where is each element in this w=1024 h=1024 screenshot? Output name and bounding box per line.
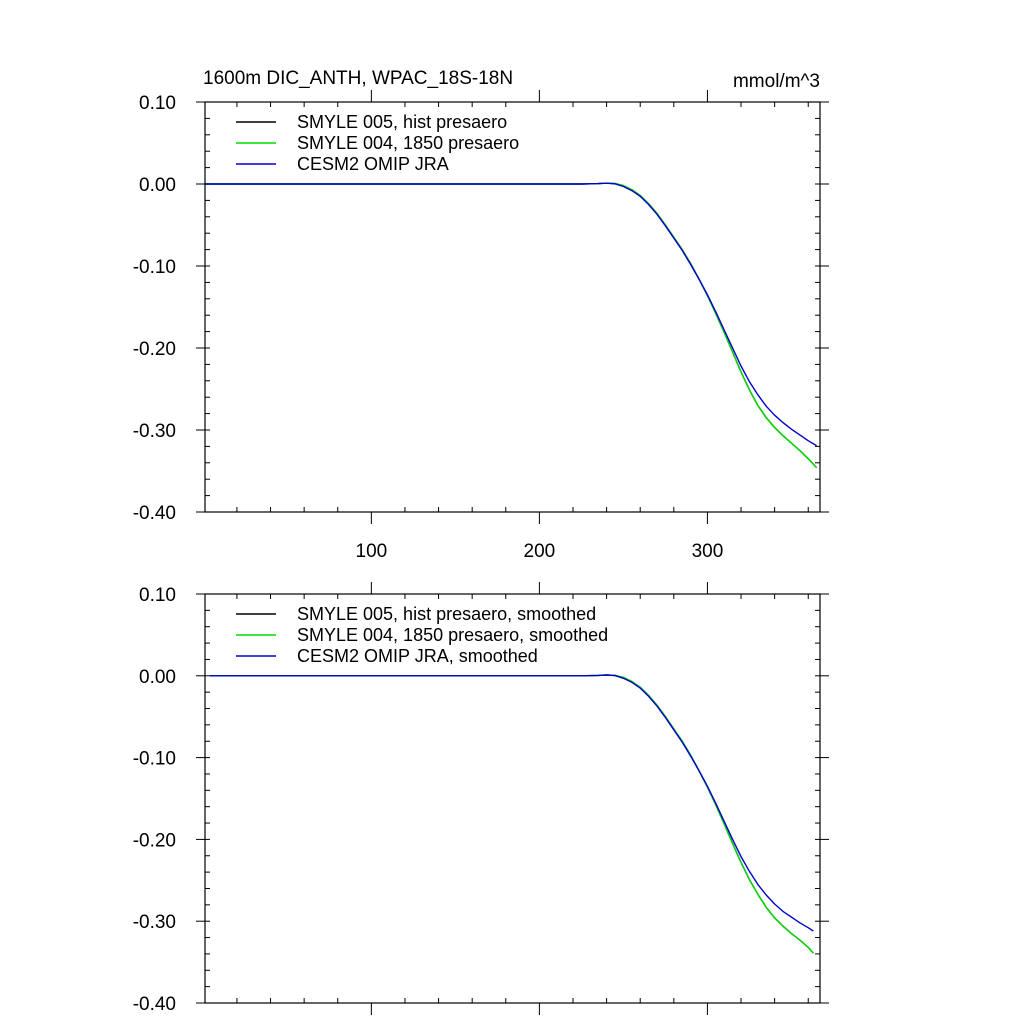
series-line-2: [205, 182, 818, 469]
y-tick-label: -0.30: [133, 421, 176, 442]
series-line-1: [205, 182, 818, 469]
plot-frame: [204, 101, 821, 513]
y-tick-label: 0.10: [139, 585, 176, 606]
legend-label-1: SMYLE 005, hist presaero, smoothed: [297, 604, 596, 624]
y-tick-label: -0.20: [133, 830, 176, 851]
series-line-2: [210, 674, 814, 954]
y-tick-label: 0.10: [139, 93, 176, 114]
x-tick-label: 300: [692, 541, 724, 562]
series-line-1: [210, 674, 814, 954]
y-tick-label: -0.20: [133, 339, 176, 360]
x-tick-label: 100: [356, 541, 388, 562]
x-tick-label: 200: [524, 541, 556, 562]
legend-label-3: CESM2 OMIP JRA: [297, 154, 449, 174]
y-tick-label: -0.30: [133, 912, 176, 933]
y-tick-label: 0.00: [139, 667, 176, 688]
y-tick-label: -0.40: [133, 994, 176, 1015]
y-tick-label: -0.40: [133, 503, 176, 524]
legend-label-2: SMYLE 004, 1850 presaero: [297, 133, 519, 153]
plot-frame: [204, 593, 821, 1004]
legend-label-1: SMYLE 005, hist presaero: [297, 112, 507, 132]
units-label: mmol/m^3: [733, 71, 820, 92]
series-line-3: [210, 674, 814, 932]
top-panel: 0.10 0.00 -0.10 -0.20 -0.30 -0.40 100 200 300 SMY…: [133, 68, 829, 562]
y-tick-label: 0.00: [139, 175, 176, 196]
chart-title: 1600m DIC_ANTH, WPAC_18S-18N: [203, 68, 513, 89]
legend-label-2: SMYLE 004, 1850 presaero, smoothed: [297, 625, 608, 645]
series-line-3: [205, 182, 817, 447]
bottom-panel: 0.10 0.00 -0.10 -0.20 -0.30 -0.40 SMYLE 005, h…: [133, 582, 829, 1015]
legend-label-3: CESM2 OMIP JRA, smoothed: [297, 646, 538, 666]
y-tick-label: -0.10: [133, 257, 176, 278]
y-tick-label: -0.10: [133, 749, 176, 770]
